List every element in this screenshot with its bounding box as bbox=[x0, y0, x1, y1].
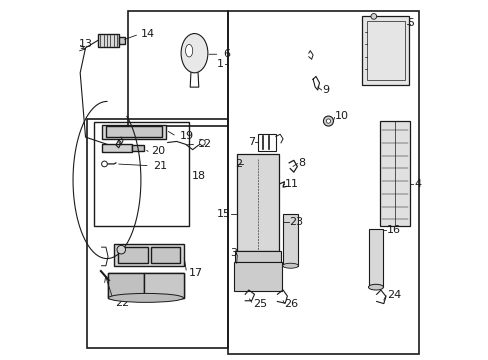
Text: 17: 17 bbox=[188, 268, 202, 278]
Text: 4: 4 bbox=[413, 179, 421, 189]
Text: 23: 23 bbox=[289, 217, 303, 227]
Text: 5: 5 bbox=[406, 18, 413, 28]
Circle shape bbox=[117, 246, 125, 254]
Circle shape bbox=[323, 116, 333, 126]
Bar bbox=[114, 244, 183, 266]
Bar bbox=[235, 251, 281, 262]
Text: 12: 12 bbox=[198, 139, 212, 149]
Text: 2: 2 bbox=[235, 159, 242, 169]
Bar bbox=[118, 247, 148, 263]
Bar bbox=[236, 154, 278, 251]
Circle shape bbox=[325, 119, 330, 123]
Text: 14: 14 bbox=[141, 29, 155, 39]
Ellipse shape bbox=[367, 284, 383, 290]
Bar bbox=[94, 122, 189, 226]
Text: 26: 26 bbox=[283, 299, 297, 309]
Ellipse shape bbox=[185, 44, 192, 57]
Text: 16: 16 bbox=[386, 225, 400, 235]
Text: 15: 15 bbox=[217, 209, 230, 219]
Bar bbox=[151, 247, 180, 263]
Bar bbox=[283, 214, 298, 266]
Bar bbox=[380, 121, 408, 226]
Text: 19: 19 bbox=[179, 131, 193, 141]
Text: 9: 9 bbox=[322, 85, 329, 95]
Text: 7: 7 bbox=[247, 138, 255, 148]
Text: 6: 6 bbox=[223, 49, 229, 59]
Text: 20: 20 bbox=[151, 147, 164, 157]
Text: 1: 1 bbox=[217, 59, 224, 69]
Text: 18: 18 bbox=[191, 171, 205, 181]
Text: 25: 25 bbox=[253, 298, 266, 309]
Bar bbox=[132, 145, 144, 152]
Bar bbox=[258, 134, 275, 152]
Text: 10: 10 bbox=[335, 111, 348, 121]
Bar bbox=[233, 262, 282, 291]
Bar bbox=[368, 229, 382, 287]
Bar bbox=[108, 273, 144, 298]
Text: 13: 13 bbox=[78, 39, 92, 49]
Ellipse shape bbox=[108, 293, 183, 302]
Bar bbox=[102, 125, 165, 139]
Text: 22: 22 bbox=[115, 297, 129, 307]
Bar bbox=[119, 37, 124, 44]
Bar bbox=[128, 12, 228, 126]
Circle shape bbox=[102, 161, 107, 167]
Text: 24: 24 bbox=[386, 290, 400, 300]
Bar bbox=[102, 144, 132, 152]
Text: 21: 21 bbox=[152, 161, 166, 171]
Text: 8: 8 bbox=[298, 158, 305, 168]
Circle shape bbox=[199, 140, 205, 145]
Bar bbox=[362, 17, 408, 85]
Ellipse shape bbox=[181, 33, 207, 73]
Circle shape bbox=[370, 14, 376, 19]
Ellipse shape bbox=[282, 263, 298, 268]
Bar bbox=[228, 12, 418, 354]
Bar bbox=[108, 273, 183, 298]
Text: 3: 3 bbox=[230, 248, 237, 258]
Bar bbox=[366, 21, 405, 80]
Text: 11: 11 bbox=[285, 179, 299, 189]
Bar bbox=[144, 273, 183, 298]
Bar bbox=[98, 33, 119, 47]
Bar bbox=[87, 119, 228, 348]
Bar bbox=[106, 126, 162, 137]
